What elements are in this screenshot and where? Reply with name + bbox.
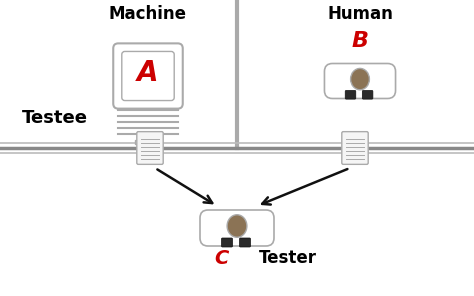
Ellipse shape [351,68,369,90]
FancyBboxPatch shape [345,91,356,99]
FancyBboxPatch shape [324,64,395,99]
Text: Tester: Tester [259,249,317,267]
Text: B: B [352,31,368,51]
FancyBboxPatch shape [342,132,368,164]
FancyBboxPatch shape [362,91,373,99]
Text: A: A [137,59,159,87]
FancyBboxPatch shape [135,140,161,144]
FancyBboxPatch shape [221,238,233,247]
Text: Human: Human [327,5,393,23]
FancyBboxPatch shape [137,132,163,164]
Ellipse shape [227,215,247,237]
FancyBboxPatch shape [122,52,174,101]
Text: C: C [214,249,228,268]
Text: Testee: Testee [22,109,88,127]
FancyBboxPatch shape [200,210,274,246]
FancyBboxPatch shape [113,44,183,109]
FancyBboxPatch shape [239,238,250,247]
Text: Machine: Machine [109,5,187,23]
